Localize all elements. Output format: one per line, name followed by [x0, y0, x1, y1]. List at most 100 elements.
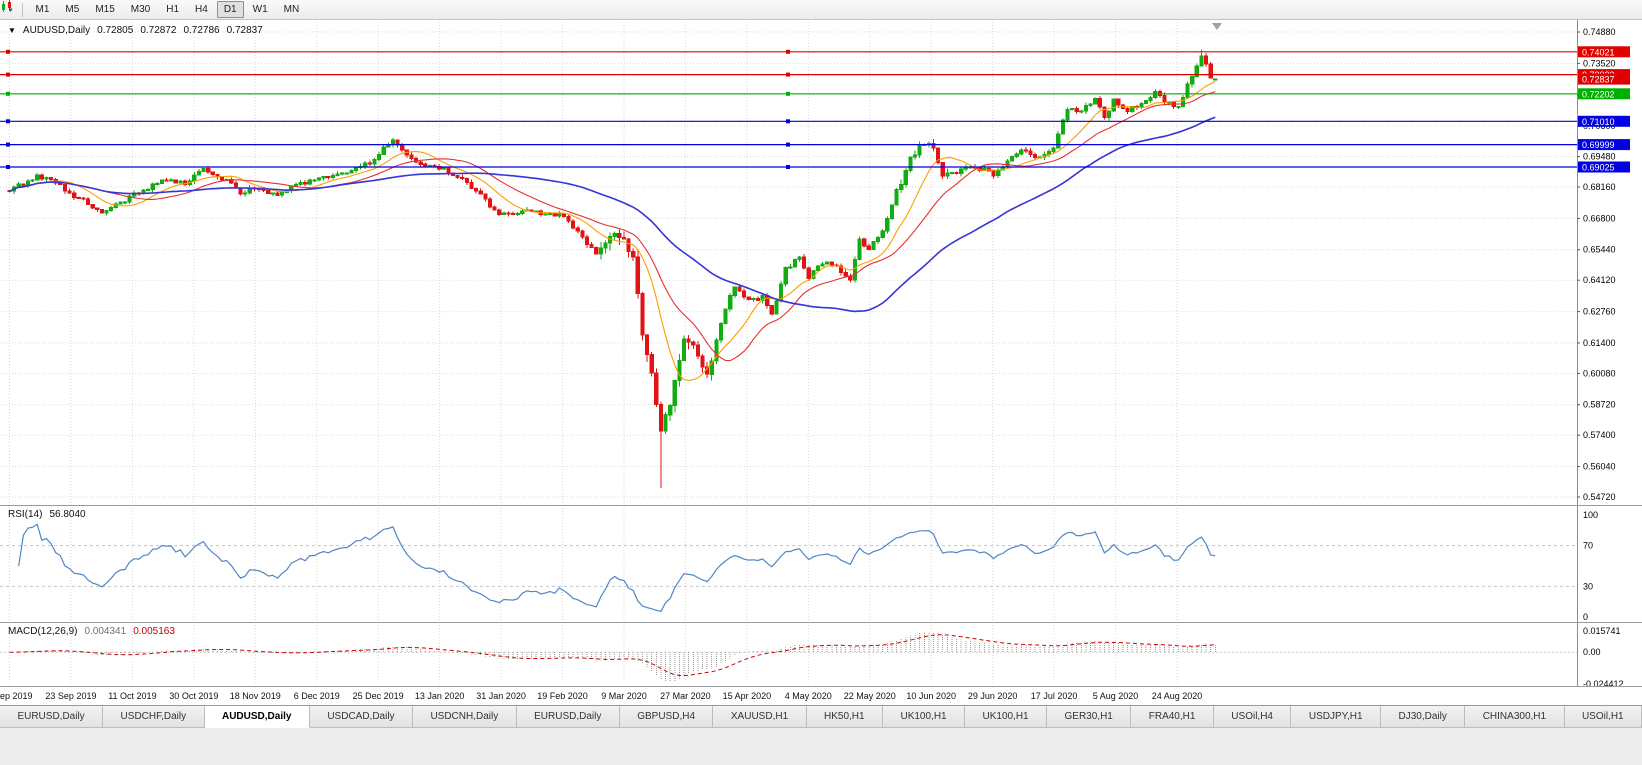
horizontal-line-0.69025[interactable] — [0, 165, 1577, 169]
timeframe-button-w1[interactable]: W1 — [252, 4, 268, 15]
macd-canvas[interactable]: 0.015741 0.00 -0.024412 — [0, 623, 1642, 686]
chart-tab-usoil-h1[interactable]: USOil,H1 — [1564, 706, 1642, 728]
rsi-grid — [9, 508, 1178, 620]
chart-tab-gbpusd-h4[interactable]: GBPUSD,H4 — [619, 706, 714, 728]
chart-tab-eurusd-daily[interactable]: EURUSD,Daily — [516, 706, 620, 728]
chart-tab-usdjpy-h1[interactable]: USDJPY,H1 — [1291, 706, 1382, 728]
main-chart-canvas[interactable]: 0.748800.735200.721600.708000.694800.681… — [0, 20, 1642, 505]
rsi-value: 56.8040 — [49, 509, 86, 520]
timeframe-button-m30[interactable]: M30 — [130, 4, 151, 15]
ohlc-low: 0.72786 — [183, 25, 220, 36]
timeframe-button-m5[interactable]: M5 — [65, 4, 80, 15]
horizontal-line-0.69999[interactable] — [0, 142, 1577, 147]
rsi-canvas[interactable]: 100 70 30 0 — [0, 506, 1642, 622]
chart-tab-hk50-h1[interactable]: HK50,H1 — [806, 706, 884, 728]
rsi-panel: 100 70 30 0 RSI(14) 56.8040 — [0, 505, 1642, 622]
svg-text:0: 0 — [1583, 612, 1588, 622]
svg-text:70: 70 — [1583, 541, 1593, 551]
time-axis-label: 5 Aug 2020 — [1092, 691, 1139, 701]
moving-average-50 — [9, 116, 1216, 313]
time-axis-label: 25 Dec 2019 — [352, 691, 404, 701]
chart-tab-eurusd-daily[interactable]: EURUSD,Daily — [0, 706, 104, 728]
macd-panel: 0.015741 0.00 -0.024412 MACD(12,26,9) 0.00… — [0, 622, 1642, 686]
macd-axis[interactable]: 0.015741 0.00 -0.024412 — [1583, 626, 1624, 686]
grid — [0, 22, 1577, 503]
svg-text:0.62760: 0.62760 — [1583, 307, 1616, 317]
horizontal-line-0.73033[interactable] — [0, 72, 1577, 77]
svg-text:0.58720: 0.58720 — [1583, 400, 1616, 410]
chart-tab-xauusd-h1[interactable]: XAUUSD,H1 — [713, 706, 807, 728]
svg-text:0.64120: 0.64120 — [1583, 275, 1616, 285]
timeframe-toolbar: ▾ M1 M5 M15 M30 H1 H4 D1 W1 MN — [0, 0, 1642, 20]
svg-text:0.61400: 0.61400 — [1583, 338, 1616, 348]
svg-text:0.74880: 0.74880 — [1583, 27, 1616, 37]
chart-tab-uk100-h1[interactable]: UK100,H1 — [965, 706, 1048, 728]
svg-text:0.69025: 0.69025 — [1582, 163, 1615, 173]
candlestick-chart-icon — [2, 0, 11, 12]
horizontal-line-0.74021[interactable] — [0, 49, 1577, 54]
rsi-line — [18, 523, 1216, 612]
chart-type-icon[interactable]: ▾ — [2, 0, 16, 15]
horizontal-line-0.71010[interactable] — [0, 119, 1577, 124]
svg-text:100: 100 — [1583, 510, 1598, 520]
time-axis-label: 10 Jun 2020 — [906, 691, 956, 701]
svg-text:0.69999: 0.69999 — [1582, 140, 1615, 150]
time-axis-label: 27 Mar 2020 — [660, 691, 711, 701]
macd-signal-line — [9, 634, 1216, 677]
macd-main-value: 0.004341 — [84, 626, 127, 637]
chart-title: ▼ AUDUSD,Daily 0.72805 0.72872 0.72786 0… — [8, 25, 263, 36]
timeframe-button-h4[interactable]: H4 — [195, 4, 208, 15]
timeframe-button-m1[interactable]: M1 — [35, 4, 50, 15]
timeframe-button-mn[interactable]: MN — [283, 4, 300, 15]
main-chart-panel: 0.748800.735200.721600.708000.694800.681… — [0, 20, 1642, 505]
chart-tab-ger30-h1[interactable]: GER30,H1 — [1047, 706, 1132, 728]
ohlc-close: 0.72837 — [226, 25, 263, 36]
rsi-label: RSI(14) 56.8040 — [8, 509, 86, 520]
chevron-down-icon: ▾ — [9, 6, 13, 14]
svg-text:0.54720: 0.54720 — [1583, 492, 1616, 502]
chart-tab-usoil-h4[interactable]: USOil,H4 — [1213, 706, 1292, 728]
chart-tab-audusd-daily[interactable]: AUDUSD,Daily — [204, 706, 310, 728]
svg-text:0.69480: 0.69480 — [1583, 152, 1616, 162]
time-axis-label: 19 Feb 2020 — [537, 691, 588, 701]
svg-text:0.56040: 0.56040 — [1583, 462, 1616, 472]
time-axis-label: 4 May 2020 — [784, 691, 832, 701]
chart-tab-dj30-daily[interactable]: DJ30,Daily — [1381, 706, 1466, 728]
chart-tab-usdcad-daily[interactable]: USDCAD,Daily — [309, 706, 413, 728]
time-axis-label: 11 Oct 2019 — [108, 691, 157, 701]
time-axis-label: 18 Nov 2019 — [229, 691, 281, 701]
time-axis-label: 6 Dec 2019 — [293, 691, 340, 701]
timeframe-button-d1[interactable]: D1 — [216, 1, 244, 18]
svg-text:0.74021: 0.74021 — [1582, 47, 1615, 57]
chart-tab-fra40-h1[interactable]: FRA40,H1 — [1131, 706, 1214, 728]
svg-text:0.73520: 0.73520 — [1583, 58, 1616, 68]
candles — [7, 49, 1218, 489]
chart-tab-usdchf-daily[interactable]: USDCHF,Daily — [103, 706, 205, 728]
chart-menu-arrow-icon[interactable]: ▼ — [8, 26, 16, 35]
moving-average-20 — [9, 91, 1216, 362]
chart-tab-usdcnh-daily[interactable]: USDCNH,Daily — [413, 706, 517, 728]
toolbar-separator — [21, 2, 23, 17]
macd-histogram — [13, 632, 1216, 682]
time-axis-label: 15 Apr 2020 — [722, 691, 772, 701]
svg-text:0.57400: 0.57400 — [1583, 430, 1616, 440]
rsi-name: RSI(14) — [8, 509, 43, 520]
svg-text:0.72202: 0.72202 — [1582, 89, 1615, 99]
ohlc-high: 0.72872 — [140, 25, 177, 36]
timeframe-button-h1[interactable]: H1 — [166, 4, 180, 15]
svg-text:0.68160: 0.68160 — [1583, 182, 1616, 192]
chart-shift-marker-icon[interactable] — [1212, 23, 1222, 30]
time-axis[interactable]: 4 Sep 2019 23 Sep 2019 11 Oct 2019 30 Oct 2… — [0, 686, 1642, 705]
svg-text:0.71010: 0.71010 — [1582, 117, 1615, 127]
macd-grid — [9, 625, 1178, 684]
rsi-axis[interactable]: 100 70 30 0 — [1583, 510, 1598, 622]
horizontal-line-0.72202[interactable] — [0, 91, 1577, 96]
timeframe-button-m15[interactable]: M15 — [95, 4, 115, 15]
svg-text:0.015741: 0.015741 — [1583, 626, 1621, 636]
price-badges: 0.740210.730330.722020.710100.699990.690… — [1578, 46, 1630, 173]
chart-tab-uk100-h1[interactable]: UK100,H1 — [883, 706, 966, 728]
svg-text:0.72837: 0.72837 — [1582, 75, 1615, 85]
chart-tab-china300-h1[interactable]: CHINA300,H1 — [1465, 706, 1565, 728]
svg-text:-0.024412: -0.024412 — [1583, 679, 1624, 686]
